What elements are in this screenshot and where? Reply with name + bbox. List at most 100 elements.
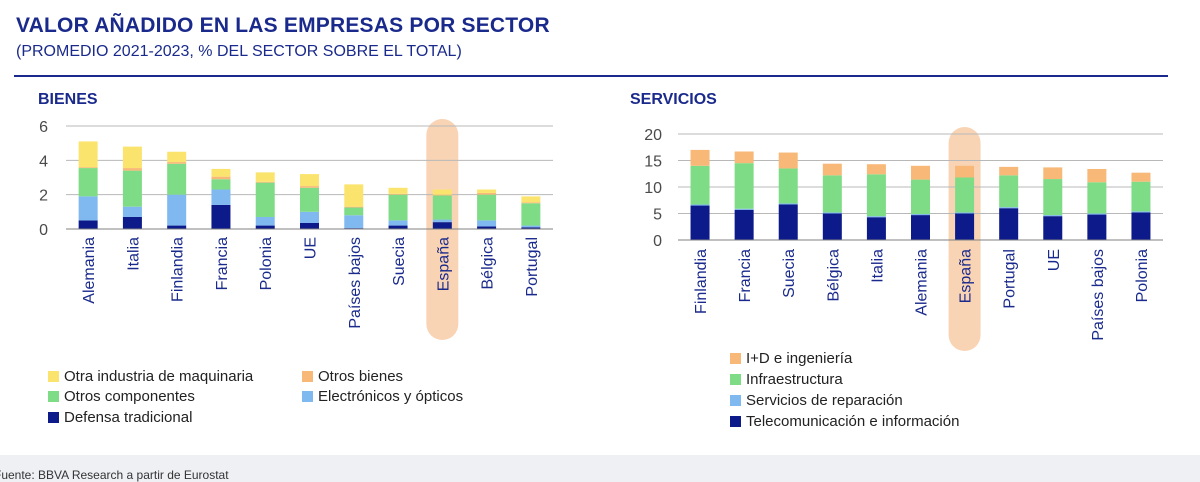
bar-bienes-espana-defensa-tradicional [432,222,452,229]
bar-bienes-ue-otros-bienes [300,186,319,188]
bar-bienes-polonia-defensa-tradicional [255,225,275,229]
legend-swatch [48,412,59,423]
bar-bienes-finlandia-otros-bienes [167,162,187,164]
x-tick-label-bienes-italia: Italia [125,237,142,271]
bar-bienes-suecia-defensa-tradicional [388,225,408,229]
bar-servicios-paises-bajos-infraestructura [1087,182,1107,214]
bar-bienes-polonia-electronicos-y-opticos [255,216,275,226]
legend-label: I+D e ingeniería [746,350,853,367]
bar-servicios-paises-bajos-telecomunicacion-e-informacion [1087,214,1107,240]
bar-bienes-ue-defensa-tradicional [300,222,319,229]
bar-servicios-francia-i-d-e-ingenieria [734,151,754,164]
bar-bienes-espana-otros-bienes [432,194,452,196]
bar-bienes-alemania-otros-bienes [78,167,98,169]
legend-swatch [302,371,313,382]
bar-servicios-polonia-servicios-de-reparacion [1131,211,1151,213]
bar-bienes-portugal-otros-bienes [521,202,541,204]
bar-bienes-alemania-otros-componentes [78,168,98,197]
bar-servicios-finlandia-telecomunicacion-e-informacion [690,205,710,240]
bar-servicios-espana-servicios-de-reparacion [955,212,975,214]
panel-title-servicios: SERVICIOS [630,91,717,108]
x-tick-label-servicios-espana: España [958,249,975,303]
bar-bienes-suecia-otros-bienes [388,193,408,195]
y-tick-label-servicios: 10 [644,180,662,197]
x-tick-label-servicios-italia: Italia [869,249,886,283]
bar-servicios-alemania-telecomunicacion-e-informacion [911,215,930,240]
bar-servicios-portugal-i-d-e-ingenieria [999,166,1019,176]
bar-bienes-belgica-otros-bienes [477,192,497,195]
bar-bienes-suecia-otros-componentes [388,194,408,221]
x-tick-label-bienes-paises-bajos: Países bajos [347,237,364,329]
bar-servicios-belgica-telecomunicacion-e-informacion [822,213,842,240]
bar-servicios-ue-telecomunicacion-e-informacion [1043,216,1063,240]
bar-servicios-belgica-infraestructura [822,175,842,213]
bar-bienes-paises-bajos-electronicos-y-opticos [344,215,364,229]
bar-bienes-francia-otros-bienes [211,176,231,180]
bar-bienes-finlandia-defensa-tradicional [167,225,187,229]
bar-servicios-alemania-infraestructura [911,179,930,215]
bar-bienes-francia-otros-componentes [211,179,231,190]
legend-item-bienes-electronicos-y-opticos: Electrónicos y ópticos [302,388,463,405]
y-tick-label-servicios: 5 [653,207,662,224]
y-tick-label-servicios: 15 [644,154,662,171]
bar-bienes-ue-otra-industria-de-maquinaria [300,174,319,187]
x-tick-label-servicios-finlandia: Finlandia [693,249,710,314]
bar-servicios-paises-bajos-i-d-e-ingenieria [1087,168,1107,183]
y-tick-label-bienes: 6 [39,119,48,136]
bar-bienes-alemania-otra-industria-de-maquinaria [78,141,98,168]
legend-label: Otros bienes [318,368,404,385]
x-tick-label-servicios-polonia: Polonia [1134,249,1151,302]
bar-bienes-alemania-electronicos-y-opticos [78,196,98,221]
y-tick-label-bienes: 2 [39,188,48,205]
y-tick-label-servicios: 0 [653,233,662,250]
bar-servicios-italia-infraestructura [866,174,886,217]
bar-servicios-francia-servicios-de-reparacion [734,208,754,210]
bar-servicios-belgica-servicios-de-reparacion [822,212,842,214]
bar-bienes-espana-otros-componentes [432,195,452,220]
chart-title: VALOR AÑADIDO EN LAS EMPRESAS POR SECTOR [16,14,550,37]
bar-servicios-finlandia-i-d-e-ingenieria [690,149,710,166]
x-tick-label-bienes-polonia: Polonia [258,237,275,290]
x-tick-label-servicios-suecia: Suecia [781,249,798,298]
bar-servicios-ue-infraestructura [1043,179,1063,216]
x-tick-label-bienes-alemania: Alemania [81,237,98,304]
legend-label: Defensa tradicional [64,409,193,426]
bar-bienes-portugal-electronicos-y-opticos [521,225,541,228]
legend-item-bienes-otros-componentes: Otros componentes [48,388,195,405]
source-note: Fuente: BBVA Research a partir de Eurost… [0,468,229,482]
bar-bienes-polonia-otros-bienes [255,181,275,183]
bar-servicios-paises-bajos-servicios-de-reparacion [1087,213,1107,215]
bar-bienes-ue-otros-componentes [300,187,319,212]
x-tick-label-servicios-ue: UE [1046,249,1063,271]
legend-label: Electrónicos y ópticos [318,388,464,405]
bar-servicios-portugal-telecomunicacion-e-informacion [999,208,1019,240]
y-tick-label-bienes: 4 [39,153,48,170]
legend-swatch [48,391,59,402]
x-tick-label-bienes-suecia: Suecia [391,237,408,286]
bar-bienes-portugal-otra-industria-de-maquinaria [521,196,541,203]
bar-bienes-paises-bajos-otros-componentes [344,207,364,216]
bar-servicios-espana-i-d-e-ingenieria [955,165,975,178]
bar-bienes-paises-bajos-otra-industria-de-maquinaria [344,184,364,207]
bar-bienes-italia-otra-industria-de-maquinaria [122,146,142,169]
bar-servicios-ue-i-d-e-ingenieria [1043,167,1063,180]
bar-servicios-italia-servicios-de-reparacion [866,216,886,218]
bar-servicios-alemania-i-d-e-ingenieria [911,165,930,180]
legend-item-servicios-servicios-de-reparacion: Servicios de reparación [730,392,903,409]
legend-label: Otra industria de maquinaria [64,368,254,385]
legend-swatch [302,391,313,402]
legend-item-servicios-telecomunicacion-e-informacion: Telecomunicación e información [730,413,959,430]
bar-bienes-paises-bajos-otros-bienes [344,206,364,208]
x-tick-label-servicios-belgica: Bélgica [825,249,842,302]
x-tick-label-servicios-portugal: Portugal [1002,249,1019,309]
legend-swatch [730,374,741,385]
bar-bienes-portugal-defensa-tradicional [521,227,541,229]
bar-servicios-suecia-servicios-de-reparacion [778,203,798,205]
panel-title-bienes: BIENES [38,91,98,108]
x-tick-label-servicios-francia: Francia [737,249,754,302]
legend-swatch [730,395,741,406]
bar-bienes-belgica-otros-componentes [477,194,497,221]
x-tick-label-bienes-finlandia: Finlandia [170,237,187,302]
bar-bienes-belgica-electronicos-y-opticos [477,220,497,227]
bar-bienes-francia-defensa-tradicional [211,204,231,229]
